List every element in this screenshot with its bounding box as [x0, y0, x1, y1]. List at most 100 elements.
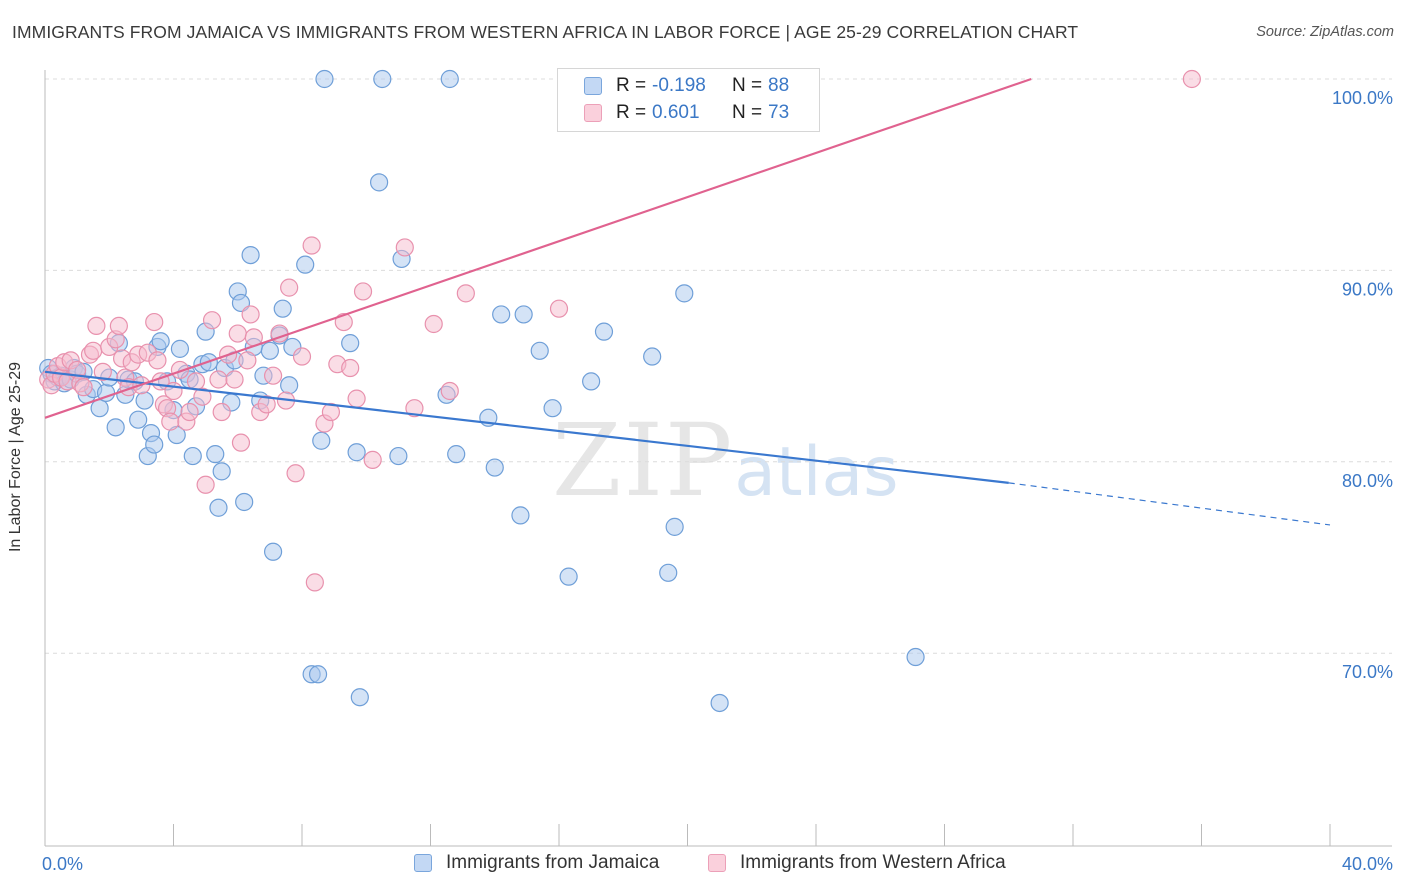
jamaica-point [514, 305, 533, 324]
jamaica-point [170, 339, 190, 358]
jamaica-point [582, 372, 601, 391]
watermark-atlas: atlas [734, 433, 899, 512]
jamaica-point [440, 69, 459, 89]
bottom-legend-label-jamaica: Immigrants from Jamaica [446, 852, 660, 873]
jamaica-point [235, 492, 254, 512]
jamaica-point [209, 498, 228, 517]
jamaica-point [241, 245, 260, 265]
y-tick-label: 90.0% [1342, 279, 1393, 299]
legend-n-label: N = [732, 75, 763, 96]
wafrica-point [321, 402, 341, 422]
jamaica-point [315, 69, 334, 89]
wafrica-point [424, 314, 443, 334]
bottom-legend-label-wafrica: Immigrants from Western Africa [740, 852, 1006, 873]
jamaica-point [643, 347, 662, 366]
jamaica-point [447, 445, 466, 464]
jamaica-point [312, 431, 331, 450]
wafrica-point [334, 312, 353, 332]
wafrica-point [305, 573, 324, 592]
jamaica-point [263, 542, 283, 561]
chart-source: Source: ZipAtlas.com [1256, 24, 1394, 40]
wafrica-point [196, 475, 215, 494]
wafrica-point [109, 316, 128, 336]
jamaica-point [559, 567, 578, 586]
wafrica-point [395, 238, 414, 257]
jamaica-point [273, 299, 292, 318]
jamaica-point [341, 334, 360, 353]
wafrica-point [209, 370, 228, 389]
wafrica-point [87, 316, 106, 336]
watermark-zip: ZIP [552, 402, 735, 519]
wafrica-point [257, 395, 276, 414]
wafrica-point [170, 360, 190, 380]
legend-n-label: N = [732, 102, 763, 123]
jamaica-point [543, 399, 562, 418]
jamaica-point [906, 647, 925, 667]
wafrica-point [238, 351, 257, 370]
wafrica-point [280, 278, 299, 297]
wafrica-point [440, 381, 459, 401]
wafrica-point [228, 324, 247, 343]
jamaica-point [106, 418, 125, 437]
wafrica-point [456, 284, 475, 303]
wafrica-point [341, 358, 360, 378]
wafrica-point [186, 372, 206, 391]
jamaica-point [90, 399, 109, 418]
jamaica-point [389, 446, 408, 466]
wafrica-point [231, 433, 251, 452]
wafrica-point [549, 299, 569, 318]
jamaica-point [151, 332, 170, 351]
wafrica-point [193, 387, 212, 406]
wafrica-point [180, 402, 199, 422]
jamaica-point [350, 688, 369, 707]
jamaica-point [710, 693, 729, 713]
jamaica-point [370, 173, 389, 192]
wafrica-point [212, 402, 231, 422]
jamaica-point [212, 462, 231, 481]
y-tick-label: 80.0% [1342, 471, 1393, 491]
jamaica-point [675, 284, 694, 303]
legend-n-value: 73 [768, 102, 790, 123]
jamaica-point [308, 665, 328, 684]
legend-swatch-wafrica [584, 104, 602, 122]
bottom-legend-swatch-wafrica [708, 854, 726, 872]
legend-n-value: 88 [768, 75, 790, 96]
wafrica-point [292, 347, 312, 366]
jamaica-point [129, 410, 148, 429]
jamaica-point [183, 446, 202, 466]
wafrica-point [286, 464, 305, 483]
wafrica-point [161, 412, 180, 431]
wafrica-point [202, 311, 222, 330]
jamaica-point [296, 255, 315, 274]
wafrica-point [1182, 69, 1201, 89]
x-tick-label: 40.0% [1342, 854, 1393, 874]
legend-r-label: R = [616, 102, 647, 123]
jamaica-point [594, 322, 614, 341]
wafrica-trend-line [44, 77, 1032, 419]
jamaica-trend-extension [1008, 482, 1331, 526]
wafrica-point [148, 351, 167, 370]
x-tick-label: 0.0% [42, 854, 83, 874]
jamaica-point [530, 341, 549, 360]
chart-title: IMMIGRANTS FROM JAMAICA VS IMMIGRANTS FR… [12, 22, 1079, 42]
wafrica-point [347, 389, 366, 408]
bottom-legend-swatch-jamaica [414, 854, 432, 872]
jamaica-point [659, 563, 678, 582]
jamaica-point [485, 458, 504, 477]
jamaica-point [511, 506, 530, 525]
wafrica-point [93, 362, 112, 381]
y-axis-label: In Labor Force | Age 25-29 [7, 361, 24, 553]
jamaica-point [135, 391, 154, 410]
y-tick-label: 100.0% [1332, 88, 1393, 108]
wafrica-point [263, 366, 283, 385]
y-tick-label: 70.0% [1342, 662, 1393, 682]
wafrica-point [241, 305, 260, 324]
jamaica-point [347, 443, 366, 462]
wafrica-point [145, 312, 164, 332]
jamaica-point [260, 341, 279, 360]
legend-r-label: R = [616, 75, 647, 96]
stats-legend: R = -0.198 N = 88 R = 0.601 N = 73 [557, 68, 820, 132]
jamaica-point [280, 376, 299, 395]
legend-r-value: 0.601 [652, 102, 700, 123]
